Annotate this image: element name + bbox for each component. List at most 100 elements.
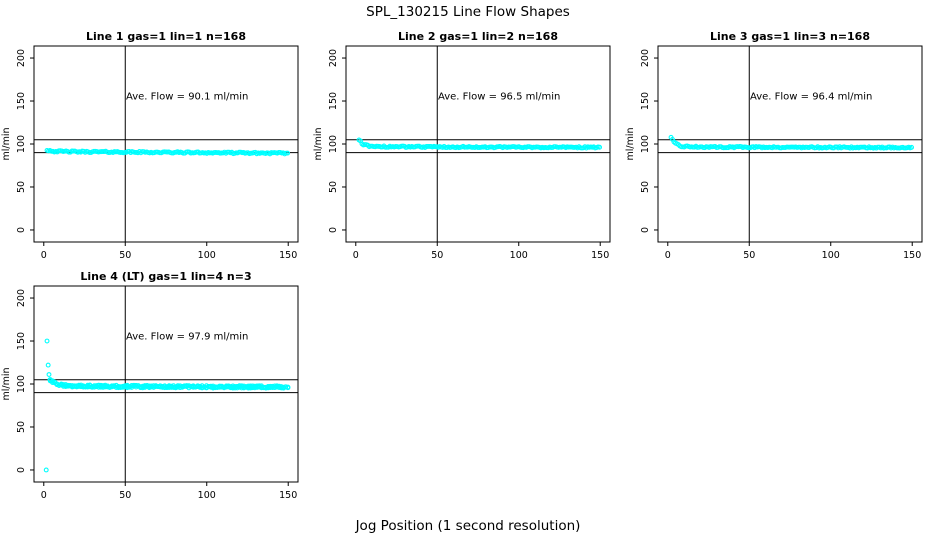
- data-point: [241, 385, 247, 391]
- panels-grid: Line 1 gas=1 lin=1 n=168 0 50 100 150 0 50 100 1…: [0, 28, 936, 508]
- data-point: [208, 384, 214, 390]
- data-point: [54, 382, 60, 387]
- y-tick-label: 100: [16, 375, 27, 393]
- data-point: [234, 383, 240, 389]
- panel-line-2-chart: Line 2 gas=1 lin=2 n=168 0 50 100 150 0 50 100 1…: [313, 30, 611, 261]
- data-point: [182, 383, 187, 389]
- y-tick-label: 100: [640, 135, 651, 153]
- data-point: [98, 382, 104, 388]
- data-point: [120, 384, 126, 390]
- figure-title: SPL_130215 Line Flow Shapes: [366, 4, 570, 20]
- data-point: [285, 150, 291, 156]
- y-tick-label: 50: [16, 421, 27, 433]
- data-point: [166, 385, 172, 390]
- panel-title: Line 1 gas=1 lin=1 n=168: [86, 30, 246, 43]
- data-point: [259, 385, 264, 391]
- data-point: [261, 385, 267, 391]
- y-axis-label: ml/min: [1, 127, 12, 160]
- data-point: [909, 144, 915, 150]
- panel-title: Line 4 (LT) gas=1 lin=4 n=3: [80, 270, 251, 283]
- data-point: [124, 383, 130, 389]
- x-tick-label: 100: [510, 250, 528, 261]
- data-point: [151, 383, 157, 389]
- data-point: [184, 384, 190, 389]
- data-point: [87, 384, 93, 390]
- data-point: [217, 384, 223, 390]
- panel-line-3-chart: Line 3 gas=1 lin=3 n=168 0 50 100 150 0 50 100 1…: [625, 30, 923, 261]
- x-tick-label: 150: [903, 250, 921, 261]
- y-axis-label: ml/min: [625, 127, 636, 160]
- data-point: [118, 385, 124, 391]
- y-tick-label: 200: [16, 49, 27, 67]
- data-point: [153, 383, 159, 389]
- x-tick-label: 0: [665, 250, 671, 261]
- data-point: [100, 383, 106, 388]
- panel-title: Line 3 gas=1 lin=3 n=168: [710, 30, 870, 43]
- data-point: [274, 383, 280, 389]
- panel-line-2: Line 2 gas=1 lin=2 n=168 0 50 100 150 0 50 100 1…: [312, 28, 624, 268]
- data-point: [283, 384, 289, 390]
- data-point: [83, 384, 88, 390]
- x-tick-label: 50: [743, 250, 755, 261]
- data-point: [46, 372, 52, 377]
- y-axis-label: ml/min: [313, 127, 324, 160]
- data-point: [155, 384, 161, 390]
- x-tick-label: 50: [431, 250, 443, 261]
- panel-title: Line 2 gas=1 lin=2 n=168: [398, 30, 558, 43]
- panel-line-1: Line 1 gas=1 lin=1 n=168 0 50 100 150 0 50 100 1…: [0, 28, 312, 268]
- data-point: [267, 385, 273, 391]
- x-tick-label: 100: [198, 490, 216, 501]
- data-point: [72, 383, 77, 389]
- data-point: [219, 384, 225, 390]
- x-axis-label: Jog Position (1 second resolution): [355, 518, 581, 534]
- ave-flow-annotation: Ave. Flow = 90.1 ml/min: [126, 91, 248, 102]
- data-point: [129, 382, 135, 388]
- data-point: [206, 384, 212, 389]
- ave-flow-annotation: Ave. Flow = 97.9 ml/min: [126, 331, 248, 342]
- data-point: [142, 383, 148, 389]
- data-point: [265, 385, 271, 391]
- data-points: [44, 147, 291, 157]
- data-point: [285, 384, 291, 390]
- x-tick-label: 50: [119, 490, 131, 501]
- panel-line-4: Line 4 (LT) gas=1 lin=4 n=3 0 50 100 150 0 50 1…: [0, 268, 312, 508]
- panel-line-4-chart: Line 4 (LT) gas=1 lin=4 n=3 0 50 100 150 0 50 1…: [1, 270, 299, 501]
- data-point: [116, 385, 121, 391]
- x-tick-label: 100: [198, 250, 216, 261]
- panel-line-1-chart: Line 1 gas=1 lin=1 n=168 0 50 100 150 0 50 100 1…: [1, 30, 299, 261]
- ave-flow-annotation: Ave. Flow = 96.5 ml/min: [438, 91, 560, 102]
- plot-box: [33, 45, 299, 243]
- data-point: [78, 382, 84, 388]
- x-tick-label: 100: [822, 250, 840, 261]
- data-point: [94, 383, 99, 389]
- plot-box: [657, 45, 923, 243]
- y-tick-label: 150: [328, 92, 339, 110]
- x-tick-label: 150: [591, 250, 609, 261]
- y-axis-label: ml/min: [1, 367, 12, 400]
- data-point: [50, 380, 55, 385]
- y-tick-label: 50: [328, 181, 339, 193]
- y-tick-label: 150: [16, 92, 27, 110]
- x-tick-label: 150: [279, 250, 297, 261]
- y-tick-label: 0: [640, 227, 651, 233]
- data-point: [96, 382, 102, 388]
- y-tick-label: 200: [640, 49, 651, 67]
- data-point: [107, 385, 113, 390]
- data-point: [179, 384, 185, 390]
- data-point: [44, 338, 50, 344]
- data-points: [668, 134, 915, 151]
- data-point: [263, 384, 269, 390]
- data-point: [237, 383, 242, 389]
- data-point: [74, 383, 80, 389]
- data-point: [230, 383, 236, 389]
- data-point: [138, 384, 143, 390]
- data-point: [272, 383, 278, 389]
- y-tick-label: 200: [328, 49, 339, 67]
- plot-box: [345, 45, 611, 243]
- data-point: [140, 383, 146, 389]
- data-points: [43, 338, 291, 473]
- panel-line-3: Line 3 gas=1 lin=3 n=168 0 50 100 150 0 50 100 1…: [624, 28, 936, 268]
- data-point: [91, 383, 97, 389]
- data-point: [65, 383, 71, 389]
- x-tick-label: 0: [41, 250, 47, 261]
